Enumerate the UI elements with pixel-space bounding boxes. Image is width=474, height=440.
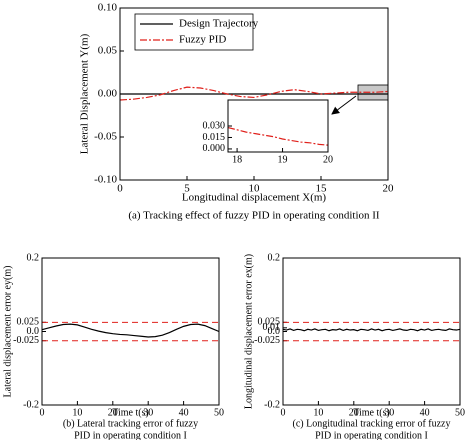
series-line (227, 126, 329, 146)
x-tick-label: 18 (232, 154, 242, 165)
y-axis-label: Lateral Displacement Y(m) (79, 33, 91, 154)
plot-frame (119, 7, 389, 181)
y-tick-label: 0.015 (203, 132, 226, 143)
y-tick-label: 0.025 (258, 317, 281, 328)
x-tick-label: 50 (214, 407, 224, 418)
y-tick-label: -0.025 (13, 335, 39, 346)
x-axis-label: Longitudinal displacement X(m) (182, 192, 327, 204)
x-tick-label: 40 (179, 407, 189, 418)
x-tick-label: 19 (278, 154, 288, 165)
y-tick-label: -0.025 (254, 335, 280, 346)
y-axis-label: Lateral displacement error ey(m) (2, 266, 13, 398)
x-axis-label: Time t(s) (112, 407, 149, 418)
x-tick-label: 0 (117, 182, 123, 194)
y-tick-label: 0.0 (268, 326, 281, 337)
x-tick-label: 30 (143, 407, 153, 418)
x-tick-label: 20 (323, 154, 333, 165)
y-tick-label: 0.10 (98, 2, 118, 14)
plot-frame (282, 257, 461, 406)
x-tick-label: 0 (40, 407, 45, 418)
caption: PID in operating condition I (74, 430, 187, 440)
plot-frame (41, 257, 220, 406)
caption: (b) Lateral tracking error of fuzzy (63, 418, 198, 429)
legend-label: Design Trajectory (179, 18, 259, 30)
y-tick-label: 0.2 (268, 252, 281, 263)
y-tick-label: 0.01 (263, 322, 281, 333)
y-tick-label: -0.10 (94, 174, 117, 186)
series-line (282, 328, 461, 332)
x-tick-label: 10 (313, 407, 323, 418)
x-axis-label: Time t(s) (353, 407, 390, 418)
y-tick-label: -0.2 (264, 399, 280, 410)
inset-background (228, 100, 328, 152)
caption: PID in operating condition I (315, 430, 428, 440)
y-axis-label: Longitudinal displacement error ex(m) (243, 254, 254, 409)
series-line (119, 86, 389, 101)
x-tick-label: 40 (420, 407, 430, 418)
x-tick-label: 5 (184, 182, 190, 194)
x-tick-label: 30 (384, 407, 394, 418)
legend-label: Fuzzy PID (179, 34, 226, 46)
y-tick-label: 0.2 (27, 252, 40, 263)
y-tick-label: 0.05 (98, 45, 118, 57)
y-tick-label: 0.030 (203, 120, 226, 131)
x-tick-label: 20 (383, 182, 395, 194)
x-tick-label: 0 (281, 407, 286, 418)
zoom-arrow (331, 95, 357, 115)
y-tick-label: -0.2 (23, 399, 39, 410)
x-tick-label: 15 (316, 182, 328, 194)
caption: (a) Tracking effect of fuzzy PID in oper… (128, 210, 380, 222)
plot-frame (227, 99, 329, 153)
legend-box (134, 13, 254, 51)
x-tick-label: 20 (349, 407, 359, 418)
y-tick-label: 0.000 (203, 143, 226, 154)
caption: (c) Longitudinal tracking error of fuzzy (293, 418, 451, 429)
x-tick-label: 10 (72, 407, 82, 418)
x-tick-label: 50 (455, 407, 465, 418)
x-tick-label: 10 (249, 182, 261, 194)
y-tick-label: 0.0 (27, 326, 40, 337)
series-line (41, 323, 220, 338)
y-tick-label: 0.00 (98, 88, 118, 100)
x-tick-label: 20 (108, 407, 118, 418)
y-tick-label: -0.05 (94, 131, 117, 143)
y-tick-label: 0.025 (17, 317, 40, 328)
